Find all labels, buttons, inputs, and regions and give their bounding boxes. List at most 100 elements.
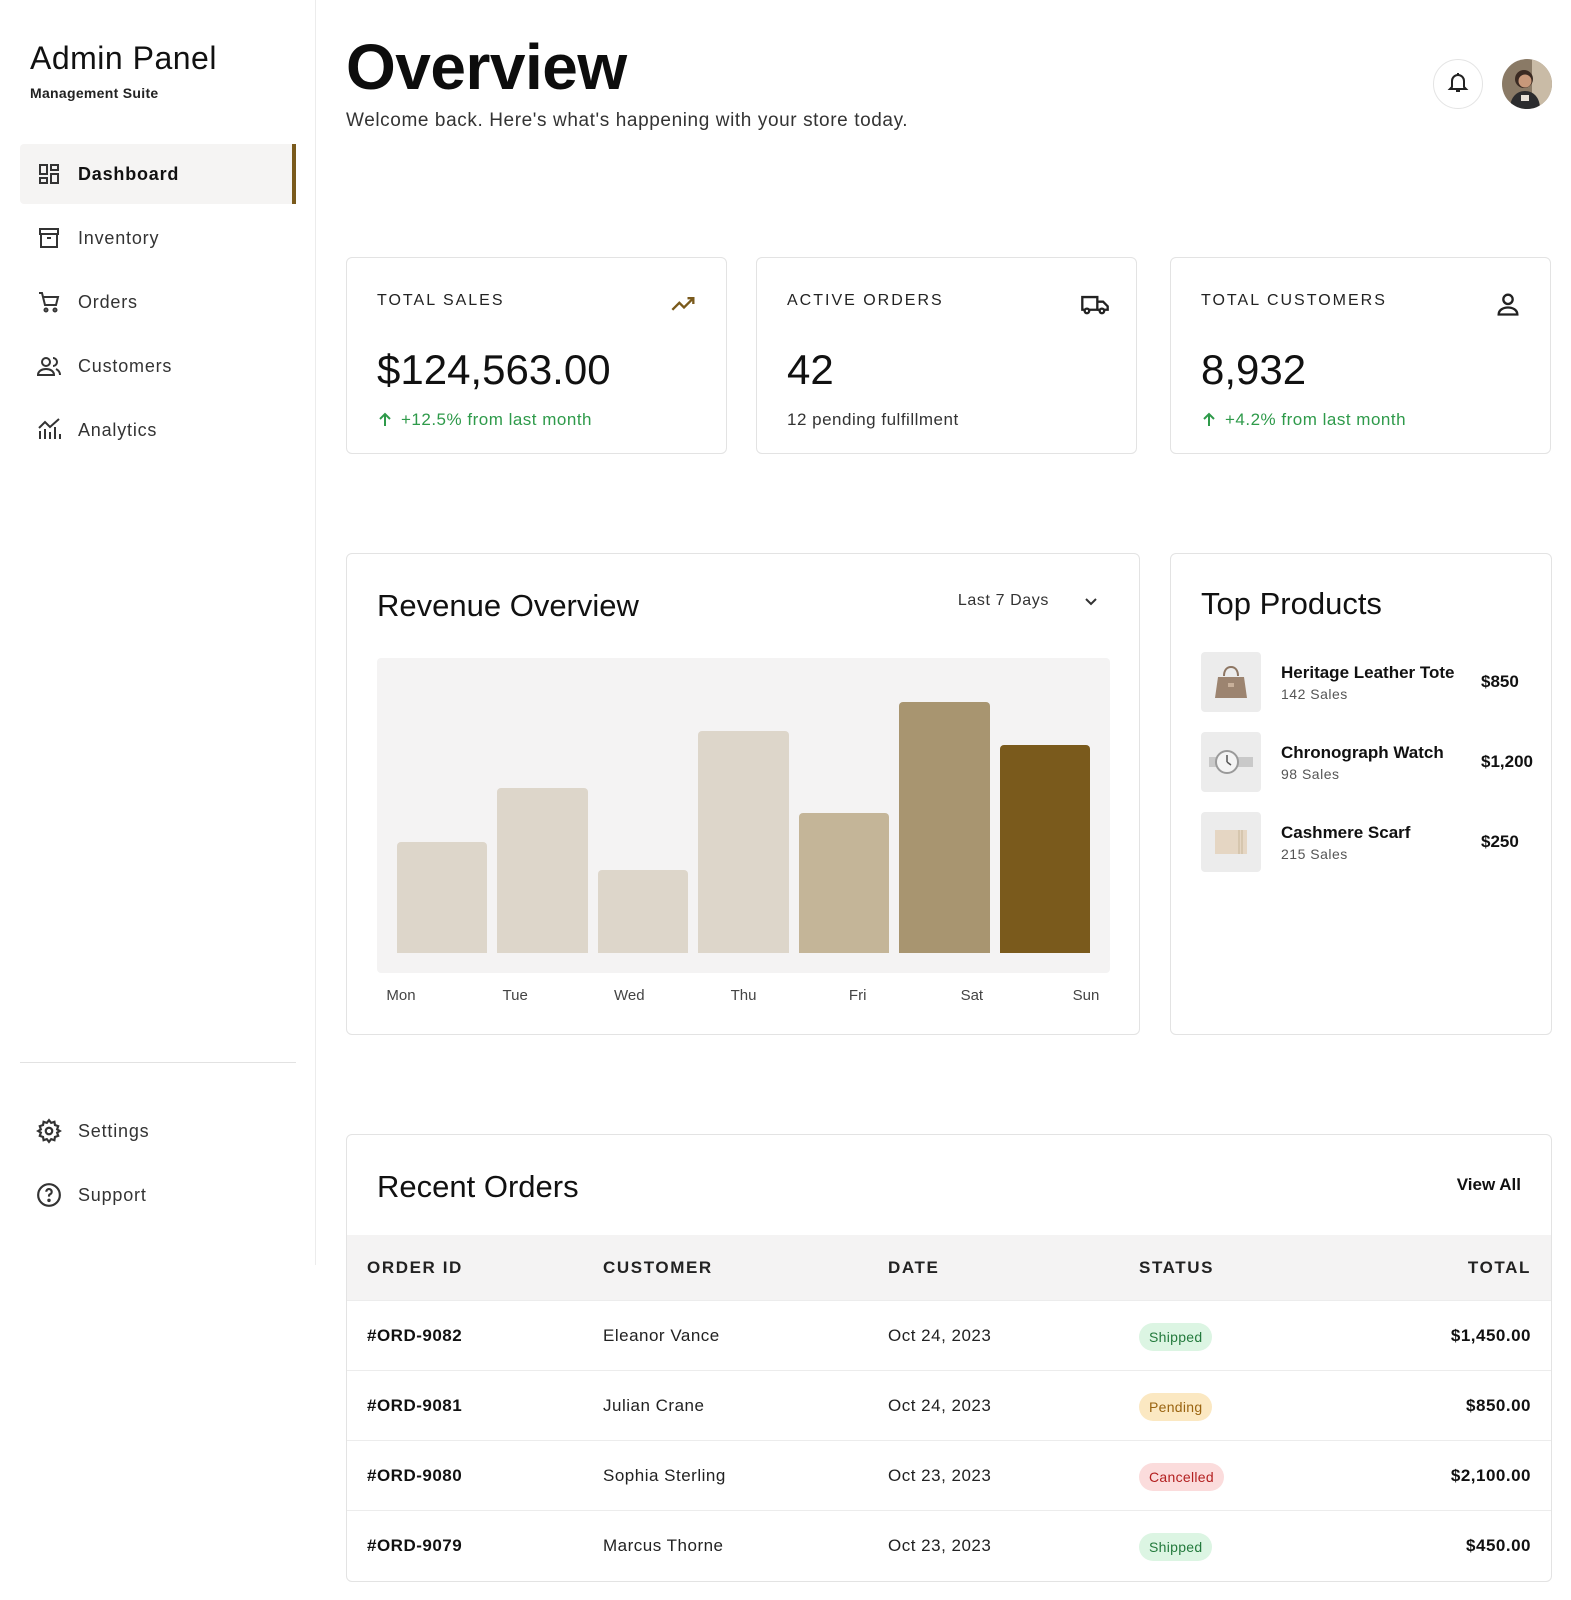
order-total: $850.00: [1466, 1396, 1531, 1415]
analytics-chart-icon: [36, 417, 62, 443]
chart-x-tick-label: Wed: [614, 987, 645, 1004]
kpi-note: +12.5% from last month: [401, 410, 593, 429]
range-select-value: Last 7 Days: [957, 592, 1049, 609]
kpi-note: +4.2% from last month: [1225, 410, 1407, 429]
column-header: STATUS: [1139, 1258, 1215, 1277]
sidebar-item-label: Settings: [78, 1120, 150, 1141]
status-badge: Shipped: [1139, 1532, 1213, 1561]
sidebar-item-label: Inventory: [78, 227, 160, 248]
help-circle-icon: [36, 1182, 62, 1208]
revenue-overview-card: Revenue Overview Last 7 Days Mon Tue Wed Th…: [346, 553, 1140, 1035]
kpi-value: $124,563.00: [377, 346, 611, 393]
chart-x-tick-label: Sun: [1072, 987, 1100, 1004]
product-price: $250: [1481, 832, 1519, 851]
kpi-card-total-customers: TOTAL CUSTOMERS 8,932 +4.2% from last mo…: [1170, 257, 1551, 454]
page-subtitle: Welcome back. Here's what's happening wi…: [346, 110, 909, 131]
range-select[interactable]: Last 7 Days: [958, 592, 1099, 610]
user-icon: [1494, 290, 1522, 318]
chart-x-tick-label: Mon: [386, 987, 416, 1004]
revenue-title: Revenue Overview: [377, 588, 639, 623]
view-all-link[interactable]: View All: [1456, 1175, 1521, 1194]
recent-orders-title: Recent Orders: [377, 1169, 579, 1204]
avatar[interactable]: [1502, 59, 1552, 109]
order-id: #ORD-9082: [367, 1326, 463, 1345]
top-products-title: Top Products: [1201, 586, 1382, 621]
recent-orders-card: Recent Orders View All ORDER ID CUSTOMER…: [346, 1134, 1552, 1582]
kpi-value: 8,932: [1201, 346, 1307, 393]
product-sales: 98 Sales: [1281, 765, 1340, 782]
order-date: Oct 23, 2023: [888, 1466, 992, 1485]
sidebar-item-support[interactable]: Support: [20, 1165, 296, 1225]
order-id: #ORD-9079: [367, 1536, 463, 1555]
sidebar-item-label: Dashboard: [78, 163, 180, 184]
avatar-image: [1502, 59, 1552, 109]
kpi-trend: +12.5% from last month: [377, 410, 592, 430]
order-total: $450.00: [1466, 1536, 1531, 1555]
watch-icon: [1201, 732, 1261, 792]
chart-x-tick-label: Fri: [848, 987, 867, 1004]
product-price: $1,200: [1481, 752, 1533, 771]
chart-bar-mon: [397, 841, 488, 953]
order-id: #ORD-9081: [367, 1396, 463, 1415]
table-row[interactable]: #ORD-9079 Marcus Thorne Oct 23, 2023 Shi…: [347, 1510, 1551, 1580]
trending-up-icon: [670, 290, 698, 318]
sidebar-item-label: Customers: [78, 355, 173, 376]
order-date: Oct 24, 2023: [888, 1396, 992, 1415]
sidebar-item-orders[interactable]: Orders: [20, 272, 296, 332]
status-badge: Pending: [1139, 1392, 1213, 1421]
order-customer: Julian Crane: [603, 1396, 705, 1415]
notifications-button[interactable]: [1433, 59, 1483, 109]
kpi-card-total-sales: TOTAL SALES $124,563.00 +12.5% from last…: [346, 257, 727, 454]
truck-icon: [1080, 290, 1109, 318]
dashboard-icon: [36, 161, 62, 187]
sidebar-item-customers[interactable]: Customers: [20, 336, 296, 396]
product-name: Cashmere Scarf: [1281, 822, 1411, 842]
table-row[interactable]: #ORD-9081 Julian Crane Oct 24, 2023 Pend…: [347, 1370, 1551, 1440]
column-header: TOTAL: [1467, 1258, 1531, 1277]
status-badge: Cancelled: [1139, 1462, 1224, 1491]
archive-box-icon: [36, 225, 62, 251]
sidebar: Admin Panel Management Suite Dashboard I…: [0, 0, 316, 1265]
sidebar-divider: [20, 1062, 296, 1063]
sidebar-item-dashboard[interactable]: Dashboard: [20, 144, 296, 204]
top-products-card: Top Products Heritage Leather Tote 142 S…: [1170, 553, 1552, 1035]
kpi-label: TOTAL CUSTOMERS: [1201, 292, 1387, 309]
chart-bar-fri: [798, 813, 890, 953]
table-header: ORDER ID CUSTOMER DATE STATUS TOTAL: [347, 1235, 1551, 1300]
chart-x-tick-label: Tue: [502, 987, 528, 1004]
product-name: Chronograph Watch: [1281, 742, 1444, 762]
sidebar-item-settings[interactable]: Settings: [20, 1101, 296, 1161]
product-row[interactable]: Cashmere Scarf 215 Sales $250: [1201, 812, 1551, 872]
kpi-value: 42: [787, 346, 834, 393]
arrow-up-icon: [1203, 412, 1215, 426]
column-header: DATE: [888, 1258, 940, 1277]
kpi-label: TOTAL SALES: [377, 292, 505, 309]
sidebar-item-label: Orders: [78, 291, 138, 312]
order-customer: Eleanor Vance: [603, 1326, 720, 1345]
gear-icon: [36, 1118, 62, 1144]
chart-bar-thu: [698, 730, 789, 953]
brand-title: Admin Panel: [30, 40, 217, 76]
table-row[interactable]: #ORD-9080 Sophia Sterling Oct 23, 2023 C…: [347, 1440, 1551, 1510]
chart-bar-sun: [999, 744, 1090, 953]
kpi-note: 12 pending fulfillment: [787, 410, 959, 429]
order-total: $2,100.00: [1450, 1466, 1531, 1485]
chart-bar-wed: [597, 870, 689, 953]
column-header: CUSTOMER: [603, 1258, 713, 1277]
revenue-chart: [377, 658, 1110, 973]
sidebar-item-inventory[interactable]: Inventory: [20, 208, 296, 268]
sidebar-item-analytics[interactable]: Analytics: [20, 400, 296, 460]
product-row[interactable]: Chronograph Watch 98 Sales $1,200: [1201, 732, 1551, 792]
product-price: $850: [1481, 672, 1519, 691]
order-id: #ORD-9080: [367, 1466, 463, 1485]
chart-x-tick-label: Sat: [960, 987, 984, 1004]
kpi-card-active-orders: ACTIVE ORDERS 42 12 pending fulfillment: [756, 257, 1137, 454]
product-sales: 142 Sales: [1281, 685, 1348, 702]
order-date: Oct 24, 2023: [888, 1326, 992, 1345]
arrow-up-icon: [379, 412, 391, 426]
status-badge: Shipped: [1139, 1322, 1213, 1351]
table-row[interactable]: #ORD-9082 Eleanor Vance Oct 24, 2023 Shi…: [347, 1300, 1551, 1370]
product-row[interactable]: Heritage Leather Tote 142 Sales $850: [1201, 652, 1551, 712]
scarf-icon: [1201, 812, 1261, 872]
